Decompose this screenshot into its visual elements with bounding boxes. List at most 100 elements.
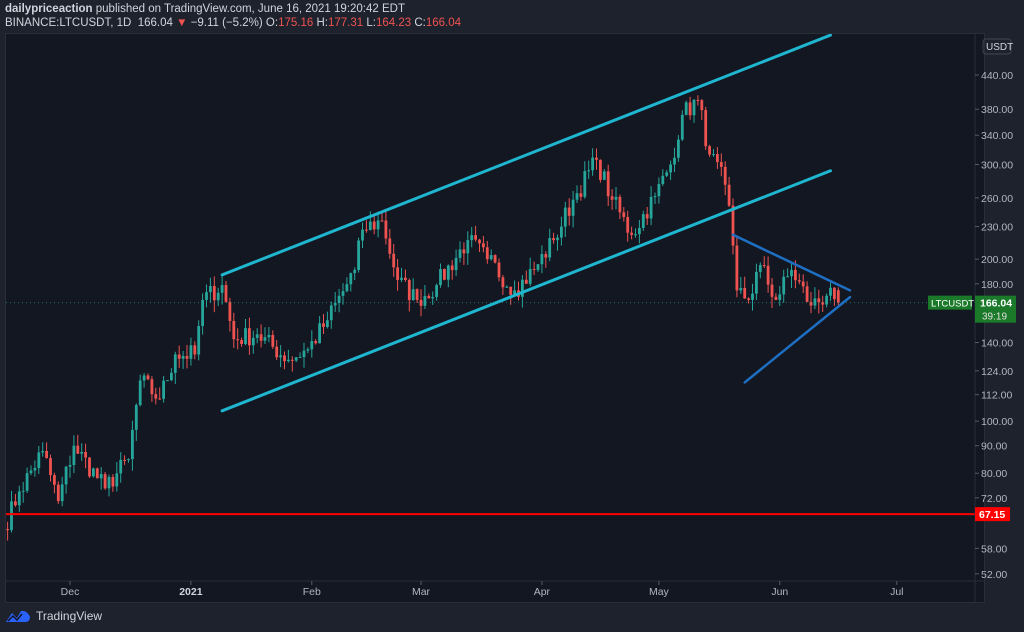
tradingview-logo-icon	[6, 610, 30, 622]
candle-body	[622, 212, 626, 217]
candle-body	[232, 320, 236, 340]
candle-body	[185, 355, 189, 359]
triangle-upper-line	[731, 233, 852, 292]
y-tick-label: 124.00	[981, 366, 1013, 378]
symbol-badge	[928, 295, 972, 310]
candle-body	[521, 279, 524, 297]
candle-body	[68, 464, 72, 467]
candle-body	[220, 285, 224, 293]
candle-body	[641, 214, 645, 229]
candle-body	[322, 323, 325, 327]
x-tick-label: Jul	[890, 586, 903, 598]
tradingview-brand[interactable]: TradingView	[36, 609, 103, 623]
open-value: 175.16	[278, 17, 314, 29]
last-price-label: 166.04	[980, 298, 1012, 310]
candle-body	[677, 139, 680, 158]
candle-body	[290, 359, 294, 361]
candle-body	[599, 159, 602, 180]
candle-body	[595, 157, 598, 160]
candle-body	[127, 459, 130, 461]
candle-body	[138, 380, 142, 406]
candle-body	[95, 468, 99, 479]
candle-body	[540, 254, 544, 265]
channel-lower-line	[220, 169, 832, 413]
candle-body	[548, 238, 552, 258]
candle-body	[474, 235, 477, 240]
symbol-legend: BINANCE:LTCUSDT, 1D 166.04 ▼ −9.11 (−5.2…	[5, 17, 461, 29]
candle-body	[751, 293, 754, 300]
candle-body	[466, 240, 470, 254]
candle-body	[201, 299, 204, 326]
candle-body	[458, 249, 462, 258]
candle-body	[333, 303, 337, 306]
candle-body	[64, 466, 68, 485]
candle-body	[228, 301, 232, 321]
candle-body	[809, 301, 813, 306]
chart-frame[interactable]	[5, 33, 985, 603]
candle-body	[443, 269, 446, 280]
candle-body	[80, 451, 84, 454]
last-price: 166.04	[137, 17, 173, 29]
candle-body	[501, 277, 505, 288]
candle-body	[131, 429, 134, 460]
price-change: −9.11 (−5.2%)	[190, 17, 263, 29]
close-label: C:	[414, 17, 426, 29]
symbol-badge-label: LTCUSDT	[931, 299, 974, 310]
candle-body	[341, 291, 345, 296]
candle-body	[298, 357, 302, 359]
candle-body	[766, 265, 770, 285]
candle-body	[173, 354, 177, 373]
candle-body	[700, 100, 704, 111]
candle-body	[513, 290, 516, 295]
candle-body	[216, 292, 220, 301]
high-label: H:	[316, 17, 328, 29]
candle-body	[489, 255, 493, 260]
y-tick-label: 230.00	[981, 222, 1013, 234]
candle-body	[833, 287, 836, 300]
candle-body	[248, 328, 251, 346]
candle-body	[774, 296, 778, 300]
candle-body	[770, 284, 774, 297]
candle-body	[470, 235, 474, 241]
candle-body	[735, 245, 739, 291]
candle-body	[337, 295, 341, 304]
candle-body	[119, 459, 123, 474]
candle-body	[797, 280, 801, 282]
last-price-badge	[975, 295, 1016, 323]
candle-body	[326, 320, 329, 327]
candle-body	[14, 501, 17, 506]
candle-body	[111, 476, 115, 487]
candle-body	[25, 473, 29, 491]
candle-body	[17, 491, 21, 506]
candle-body	[107, 476, 111, 489]
candle-body	[271, 334, 275, 347]
candle-body	[435, 285, 438, 297]
candle-body	[731, 205, 735, 246]
candle-body	[407, 279, 411, 301]
x-tick-label: Jun	[771, 586, 788, 598]
candle-body	[805, 286, 809, 302]
candle-body	[368, 221, 372, 230]
candle-body	[404, 277, 407, 280]
candle-body	[747, 298, 750, 300]
candle-body	[306, 349, 310, 351]
bar-countdown-label: 39:19	[982, 312, 1007, 323]
candle-body	[755, 271, 758, 294]
candle-body	[21, 490, 25, 492]
author-name[interactable]: dailypriceaction	[5, 3, 93, 15]
candle-body	[244, 328, 247, 345]
candle-body	[365, 229, 368, 231]
y-tick-label: 80.00	[981, 468, 1007, 480]
candle-body	[439, 269, 442, 286]
candle-body	[758, 265, 762, 272]
candle-body	[193, 345, 197, 355]
candle-body	[60, 484, 64, 502]
candle-body	[29, 470, 33, 474]
currency-badge	[982, 38, 1012, 55]
candle-body	[462, 249, 466, 254]
candle-body	[743, 287, 747, 299]
candle-body	[72, 445, 76, 465]
y-tick-label: 52.00	[981, 569, 1007, 581]
candle-body	[150, 379, 154, 395]
